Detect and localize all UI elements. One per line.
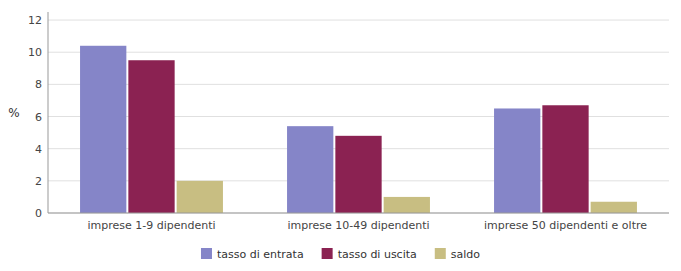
legend: tasso di entrata tasso di uscita saldo <box>201 248 480 261</box>
grid-line <box>48 52 669 53</box>
x-axis-line <box>48 213 669 214</box>
y-tick-label: 10 <box>28 46 42 59</box>
y-tick-label: 0 <box>35 207 42 220</box>
bar <box>591 202 637 213</box>
x-tick-label: imprese 10-49 dipendenti <box>287 219 429 232</box>
x-tick-label: imprese 50 dipendenti e oltre <box>484 219 647 232</box>
legend-item: tasso di entrata <box>201 248 304 261</box>
y-tick-label: 2 <box>35 175 42 188</box>
y-axis-line <box>48 12 49 213</box>
bar <box>80 46 126 213</box>
bar <box>384 197 430 213</box>
grid-line <box>48 20 669 21</box>
legend-swatch <box>322 248 333 259</box>
legend-item: tasso di uscita <box>322 248 417 261</box>
y-axis-label: % <box>8 106 19 120</box>
bars <box>80 46 637 213</box>
bar <box>287 126 333 213</box>
x-tick-label: imprese 1-9 dipendenti <box>87 219 215 232</box>
grid <box>48 20 669 213</box>
legend-label: tasso di uscita <box>338 248 417 261</box>
bar <box>128 60 174 213</box>
legend-swatch <box>435 248 446 259</box>
y-tick-label: 12 <box>28 14 42 27</box>
bar <box>494 108 540 213</box>
bar <box>177 181 223 213</box>
bar <box>335 136 381 213</box>
chart-container: 0 2 4 6 8 10 12% imprese 1-9 dipendenti imprese … <box>0 0 681 271</box>
legend-label: saldo <box>451 248 481 261</box>
y-tick-label: 8 <box>35 78 42 91</box>
legend-item: saldo <box>435 248 481 261</box>
y-tick-label: 6 <box>35 111 42 124</box>
legend-swatch <box>201 248 212 259</box>
chart: 0 2 4 6 8 10 12% imprese 1-9 dipendenti imprese … <box>0 0 681 271</box>
bar <box>542 105 588 213</box>
grid-line <box>48 213 669 214</box>
y-tick-label: 4 <box>35 143 42 156</box>
legend-label: tasso di entrata <box>217 248 304 261</box>
